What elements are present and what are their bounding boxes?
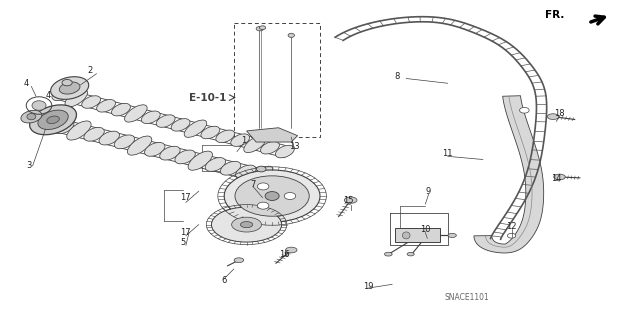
Text: 9: 9 <box>426 187 431 196</box>
Ellipse shape <box>32 101 46 110</box>
Ellipse shape <box>156 115 175 127</box>
Ellipse shape <box>60 82 80 94</box>
Text: 4: 4 <box>24 79 29 88</box>
Ellipse shape <box>260 142 280 154</box>
Ellipse shape <box>111 103 131 116</box>
Ellipse shape <box>184 120 207 137</box>
Ellipse shape <box>54 120 74 134</box>
Text: 5: 5 <box>180 238 186 247</box>
Ellipse shape <box>256 26 264 31</box>
Ellipse shape <box>21 110 42 123</box>
Text: 2: 2 <box>88 66 93 75</box>
Text: FR.: FR. <box>545 10 565 20</box>
Ellipse shape <box>65 90 88 107</box>
Ellipse shape <box>547 114 559 120</box>
Polygon shape <box>474 96 543 253</box>
Ellipse shape <box>508 233 516 238</box>
Ellipse shape <box>216 130 235 143</box>
Ellipse shape <box>201 126 220 139</box>
Ellipse shape <box>265 192 279 200</box>
Ellipse shape <box>407 252 414 256</box>
Ellipse shape <box>448 233 456 237</box>
Ellipse shape <box>175 150 195 164</box>
Ellipse shape <box>160 146 180 160</box>
Text: 7: 7 <box>250 181 255 189</box>
Ellipse shape <box>67 121 91 140</box>
Ellipse shape <box>257 202 269 209</box>
Ellipse shape <box>27 114 36 120</box>
Ellipse shape <box>281 176 301 190</box>
Ellipse shape <box>232 217 262 232</box>
Ellipse shape <box>231 134 250 146</box>
Ellipse shape <box>205 158 226 171</box>
Ellipse shape <box>285 247 297 253</box>
Text: 10: 10 <box>420 225 431 234</box>
Ellipse shape <box>82 96 100 108</box>
Ellipse shape <box>344 197 357 203</box>
Ellipse shape <box>47 116 60 123</box>
Ellipse shape <box>99 131 120 145</box>
Ellipse shape <box>127 136 152 155</box>
Ellipse shape <box>275 145 294 158</box>
Ellipse shape <box>125 105 147 122</box>
Ellipse shape <box>235 176 309 216</box>
Ellipse shape <box>84 127 104 141</box>
Ellipse shape <box>51 77 89 99</box>
Text: 19: 19 <box>363 282 373 291</box>
Ellipse shape <box>97 100 115 112</box>
Ellipse shape <box>259 26 266 30</box>
Ellipse shape <box>211 207 282 242</box>
Ellipse shape <box>249 166 273 185</box>
Ellipse shape <box>220 161 241 175</box>
Text: 13: 13 <box>289 142 300 151</box>
FancyBboxPatch shape <box>395 228 440 242</box>
Ellipse shape <box>29 105 77 135</box>
Ellipse shape <box>224 170 320 222</box>
Ellipse shape <box>241 222 253 228</box>
Ellipse shape <box>244 135 266 152</box>
Text: 18: 18 <box>554 109 564 118</box>
Text: 4: 4 <box>46 92 51 100</box>
Ellipse shape <box>288 33 294 37</box>
Ellipse shape <box>257 183 269 190</box>
Ellipse shape <box>188 151 212 170</box>
Ellipse shape <box>114 135 134 149</box>
Text: 15: 15 <box>344 196 354 205</box>
Ellipse shape <box>234 258 244 263</box>
Text: 8: 8 <box>394 72 399 81</box>
Text: 12: 12 <box>506 222 517 231</box>
Text: SNACE1101: SNACE1101 <box>445 293 489 302</box>
Ellipse shape <box>236 165 256 179</box>
Text: 3: 3 <box>27 161 32 170</box>
Text: 17: 17 <box>180 193 191 202</box>
Text: 1: 1 <box>241 136 246 145</box>
Polygon shape <box>246 128 298 142</box>
Ellipse shape <box>62 79 72 86</box>
Ellipse shape <box>385 252 392 256</box>
Ellipse shape <box>266 173 286 187</box>
Ellipse shape <box>145 143 165 156</box>
Ellipse shape <box>38 110 68 130</box>
Text: E-10-1: E-10-1 <box>189 93 227 103</box>
Ellipse shape <box>554 174 565 180</box>
Ellipse shape <box>257 166 266 172</box>
Text: 16: 16 <box>280 250 290 259</box>
Text: 17: 17 <box>180 228 191 237</box>
Ellipse shape <box>520 108 529 113</box>
Ellipse shape <box>171 119 190 131</box>
Text: 6: 6 <box>221 276 227 285</box>
Ellipse shape <box>284 193 296 199</box>
Ellipse shape <box>403 232 410 239</box>
Text: 14: 14 <box>551 174 561 183</box>
Ellipse shape <box>141 111 160 123</box>
Text: 11: 11 <box>442 149 453 158</box>
Ellipse shape <box>52 88 71 101</box>
Ellipse shape <box>38 116 59 130</box>
